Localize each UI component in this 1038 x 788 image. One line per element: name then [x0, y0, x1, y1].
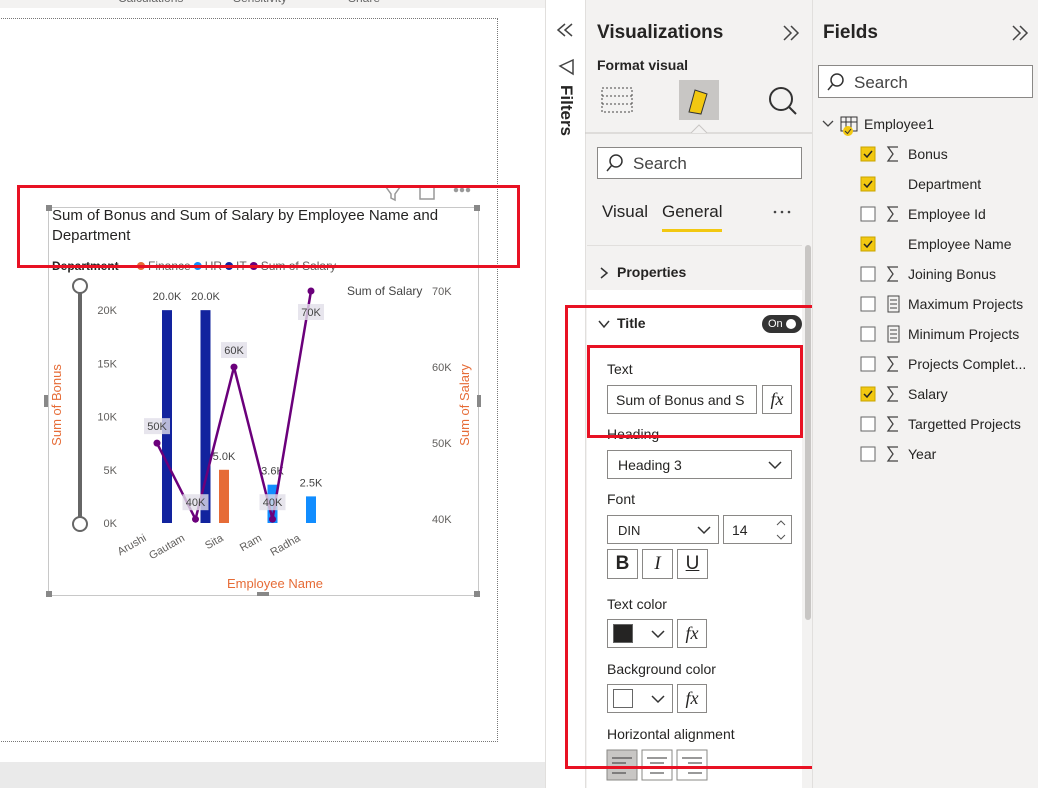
dropdown-chevron: [697, 526, 711, 535]
collapse-chevron[interactable]: [597, 317, 611, 331]
checkbox: [860, 446, 876, 462]
checkbox: [860, 326, 876, 342]
pane-title: Visualizations: [597, 22, 724, 43]
checkbox: [860, 356, 876, 372]
highlight-box: [17, 185, 520, 268]
sum-icon: [886, 266, 898, 282]
checkbox: [860, 206, 876, 222]
field-name[interactable]: Department: [908, 176, 982, 192]
fx-button[interactable]: fx: [677, 619, 707, 648]
fx-button[interactable]: fx: [762, 385, 792, 414]
field-label: Text color: [607, 596, 667, 612]
search-placeholder: Search: [633, 154, 687, 173]
field-name[interactable]: Bonus: [908, 146, 948, 162]
field-label: Text: [607, 361, 633, 377]
field-name[interactable]: Employee Name: [908, 236, 1012, 252]
field-name[interactable]: Targetted Projects: [908, 416, 1021, 432]
filters-icons: [556, 23, 574, 76]
calc-icon: [887, 295, 900, 313]
search-placeholder: Search: [854, 73, 908, 92]
field-label: Font: [607, 491, 636, 507]
pane-title: Fields: [823, 22, 878, 43]
fx-button[interactable]: fx: [677, 684, 707, 713]
scrollbar[interactable]: [805, 245, 811, 620]
calc-icon: [887, 325, 900, 343]
field-name[interactable]: Maximum Projects: [908, 296, 1024, 312]
checkmark: [863, 240, 873, 249]
toggle-label: On: [768, 318, 783, 330]
expand-chevron[interactable]: [597, 266, 611, 280]
font-dropdown[interactable]: DIN: [607, 515, 719, 544]
sum-icon: [886, 416, 898, 432]
format-icons: [585, 25, 812, 134]
color-swatch: [613, 624, 633, 643]
sum-icon: [886, 206, 898, 222]
collapse-icon[interactable]: [1010, 24, 1030, 44]
search-box[interactable]: [597, 147, 802, 179]
sum-icon: [886, 356, 898, 372]
dropdown-chevron: [651, 630, 665, 639]
pane-subtitle: Format visual: [597, 57, 689, 73]
field-label: Background color: [607, 661, 716, 677]
section-label[interactable]: Title: [617, 315, 646, 331]
field-name[interactable]: Salary: [908, 386, 948, 402]
dropdown-chevron: [768, 461, 782, 470]
ribbon-tab[interactable]: Share: [348, 0, 380, 5]
calc-keys: [890, 299, 897, 309]
spinner[interactable]: [775, 517, 787, 543]
text-input[interactable]: Sum of Bonus and S: [607, 385, 757, 414]
table-icon: [822, 116, 858, 136]
dropdown[interactable]: Heading 3: [607, 450, 792, 479]
format-tab[interactable]: General: [662, 202, 723, 221]
checkbox: [860, 236, 876, 252]
font-style-button[interactable]: I: [642, 549, 673, 579]
ribbon: [0, 0, 545, 8]
checkbox: [860, 176, 876, 192]
ribbon-tab[interactable]: Sensitivity: [233, 0, 287, 5]
sum-icon: [886, 386, 898, 402]
field-name[interactable]: Projects Complet...: [908, 356, 1027, 372]
checkmark: [863, 150, 873, 159]
checkmark: [863, 180, 873, 189]
page-canvas: [0, 18, 498, 742]
sum-icon: [886, 446, 898, 462]
status-strip: [0, 762, 545, 788]
calc-keys: [890, 329, 897, 339]
field-label: Heading: [607, 426, 660, 442]
toggle-knob: [786, 319, 796, 329]
color-swatch: [613, 689, 633, 708]
field-name[interactable]: Employee Id: [908, 206, 986, 222]
ribbon-tab[interactable]: Calculations: [118, 0, 183, 5]
filters-label[interactable]: Filters: [557, 85, 576, 137]
checkbox: [860, 146, 876, 162]
section-label[interactable]: Properties: [617, 264, 687, 280]
field-name[interactable]: Year: [908, 446, 937, 462]
visual-title: Sum of Bonus and Sum of Salary by Employ…: [52, 207, 439, 244]
alignment-buttons[interactable]: [606, 749, 708, 781]
field-label: Horizontal alignment: [607, 726, 735, 742]
sum-icon: [886, 146, 898, 162]
active-tab-underline: [662, 229, 723, 232]
field-name[interactable]: Joining Bonus: [908, 266, 996, 282]
format-tab[interactable]: Visual: [602, 202, 648, 221]
checkbox: [860, 386, 876, 402]
checkmark: [863, 390, 873, 399]
checkbox: [860, 416, 876, 432]
checkbox: [860, 296, 876, 312]
search-icon: [827, 73, 844, 91]
search-icon: [606, 154, 623, 172]
field-icons: [860, 146, 900, 462]
search-box[interactable]: [818, 65, 1033, 98]
table-name[interactable]: Employee1: [864, 116, 935, 132]
dropdown-chevron: [651, 695, 665, 704]
field-name[interactable]: Minimum Projects: [908, 326, 1020, 342]
highlight-box: [587, 345, 803, 438]
divider: [587, 245, 802, 246]
checkbox: [860, 266, 876, 282]
font-style-button[interactable]: B: [607, 549, 638, 579]
more-options[interactable]: [770, 207, 800, 217]
font-style-button[interactable]: U: [677, 549, 708, 579]
